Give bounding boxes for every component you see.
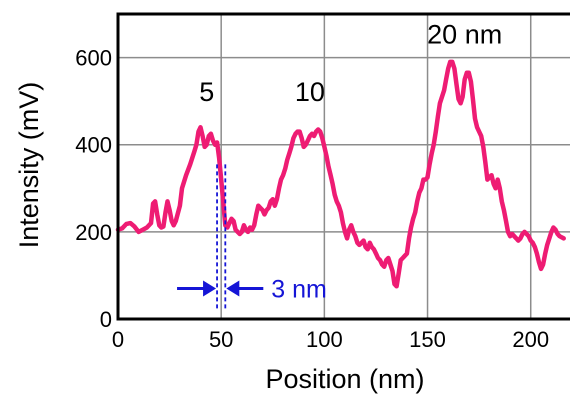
plot-background [118,14,570,319]
x-tick-label-1: 50 [209,327,233,352]
peak-label-2: 20 nm [427,20,502,50]
measure-label: 3 nm [271,276,327,304]
y-tick-label-1: 200 [75,220,112,245]
y-tick-label-0: 0 [100,307,112,332]
y-tick-label-3: 600 [75,46,112,71]
y-axis-title: Intensity (mV) [14,82,44,249]
plot-frame [116,12,570,321]
peak-label-0: 5 [199,77,214,107]
tick-labels: 0 50 100 150 200 0 200 400 600 [75,46,549,352]
peak-label-1: 10 [295,77,325,107]
measurement-annotation: 3 nm [177,164,327,311]
x-tick-label-2: 100 [306,327,343,352]
series-layer [115,59,566,289]
x-tick-label-0: 0 [112,327,124,352]
x-tick-label-4: 200 [512,327,549,352]
series-line-0 [115,59,566,289]
measure-arrow-left-head [203,280,217,297]
x-tick-label-3: 150 [409,327,446,352]
y-tick-label-2: 400 [75,133,112,158]
measure-arrow-right-head [226,280,240,297]
peak-labels: 5 10 20 nm [199,20,502,108]
x-axis-title: Position (nm) [265,364,424,394]
